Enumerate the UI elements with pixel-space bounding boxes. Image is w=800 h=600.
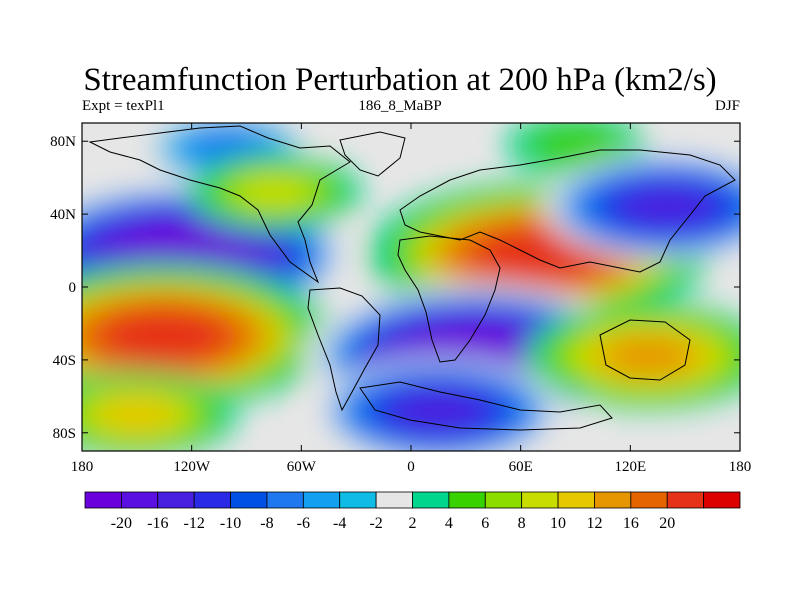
colorbar-label: -8 [260,515,273,532]
colorbar-label: -4 [333,515,346,532]
axis-tick-labels: 180 120W 60W 0 60E 120E 180 80N 40N 0 40S 80S [50,134,751,475]
lon-tick-label: 120E [614,459,646,475]
colorbar-label: 2 [409,515,417,532]
field-contour [235,175,313,210]
antarctica-outline [359,381,613,431]
lat-tick-label: 80N [50,134,76,150]
season-label: DJF [714,98,740,114]
colorbar-box [266,491,304,509]
colorbar-label: -12 [184,515,205,532]
colorbar-label: -16 [147,515,168,532]
colorbar-boxes [84,491,741,509]
lon-tick-label: 60W [287,459,317,475]
axis-ticks [81,123,741,451]
colorbar-box [193,491,231,509]
south-america-outline [307,287,381,412]
colorbar-box [375,491,413,509]
map-title: Streamfunction Perturbation at 200 hPa (… [83,62,717,98]
contour-plot-area: 180 120W 60W 0 60E 120E 180 80N 40N 0 40S 80S [50,122,751,475]
lat-tick-label: 0 [69,280,77,296]
australia-outline [599,319,691,381]
field-contour [622,187,712,226]
colorbar-label: -6 [297,515,310,532]
colorbar-label: -10 [220,515,241,532]
colorbar-box [84,491,122,509]
case-label: 186_8_MaBP [358,98,442,114]
lon-tick-label: 0 [407,459,415,475]
colorbar-label: 10 [550,515,566,532]
colorbar-box [484,491,523,509]
colorbar-label: 16 [623,515,639,532]
experiment-label: Expt = texPl1 [82,98,165,114]
africa-outline [397,235,501,363]
lon-tick-label: 180 [729,459,752,475]
colorbar-box [230,491,268,509]
colorbar-box [521,491,559,509]
greenland-outline [339,131,406,177]
continent-outlines [88,125,736,431]
field-contour [96,396,177,433]
colorbar-box [120,491,159,509]
colorbar-label: 6 [481,515,489,532]
colorbar-box [557,491,595,509]
colorbar-label: 20 [659,515,675,532]
colorbar-box [302,491,341,509]
colorbar-box [157,491,195,509]
lat-tick-label: 40N [50,207,76,223]
lat-tick-label: 80S [53,426,76,442]
colorbar-label: 4 [445,515,453,532]
colorbar-label: -20 [111,515,132,532]
colorbar-box [703,491,741,509]
field-contour [484,231,594,278]
field-contour [537,127,614,163]
field-contour [604,337,693,376]
colorbar-box [630,491,668,509]
streamfunction-field [82,123,740,451]
lon-tick-label: 120W [173,459,211,475]
colorbar-label: 12 [586,515,602,532]
north-america-outline [88,125,351,284]
colorbar-box [448,491,486,509]
eurasia-outline [399,149,736,273]
colorbar-box [666,491,705,509]
lat-tick-label: 40S [53,353,76,369]
colorbar-box [412,491,450,509]
field-contour [109,313,219,360]
lon-tick-label: 60E [509,459,533,475]
colorbar-label: -2 [369,515,382,532]
colorbar: -20 -16 -12 -10 -8 -6 -4 -2 2 4 6 8 10 12 16 20 [84,491,741,532]
colorbar-box [594,491,632,509]
colorbar-labels: -20 -16 -12 -10 -8 -6 -4 -2 2 4 6 8 10 12 16 20 [111,515,675,532]
colorbar-label: 8 [518,515,526,532]
colorbar-box [339,491,377,509]
field-contour [394,391,483,431]
lon-tick-label: 180 [71,459,94,475]
